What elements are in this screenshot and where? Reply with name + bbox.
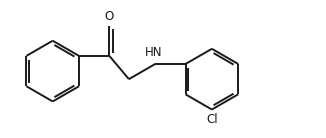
Text: Cl: Cl (206, 113, 218, 126)
Text: O: O (105, 10, 114, 23)
Text: HN: HN (145, 46, 162, 59)
